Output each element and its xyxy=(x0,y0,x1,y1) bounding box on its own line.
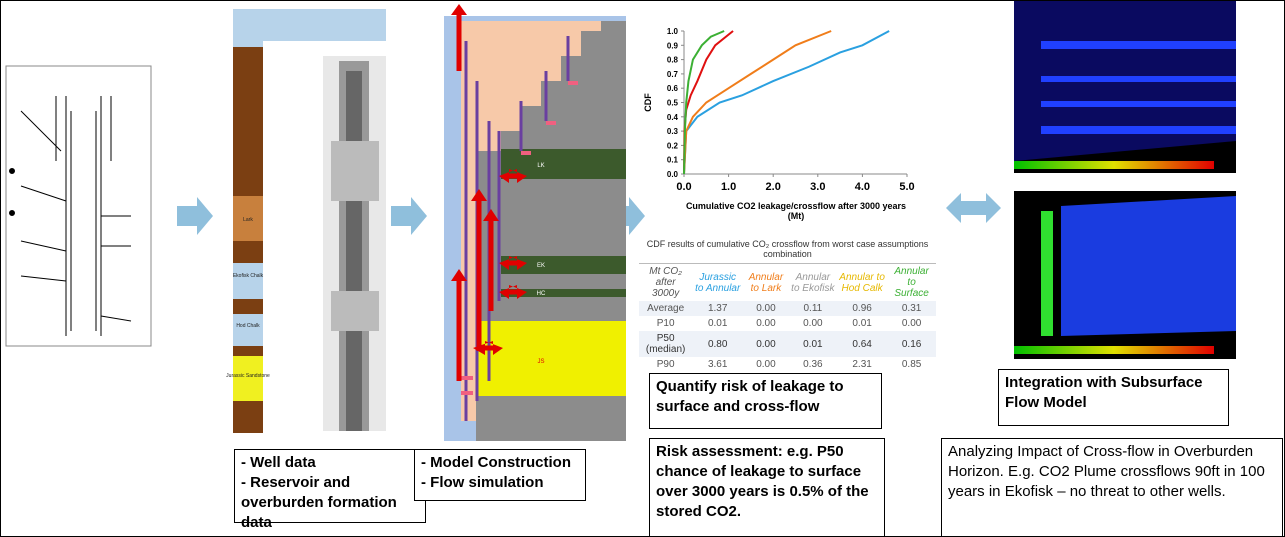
y-tick-label: 0.9 xyxy=(667,41,679,50)
table-cell: 0.01 xyxy=(789,331,837,357)
x-tick-label: 0.0 xyxy=(676,181,691,193)
cdf-line xyxy=(684,31,889,174)
box-line: - Model Construction xyxy=(421,453,579,473)
box-text: Risk assessment: e.g. P50 chance of leak… xyxy=(656,442,878,522)
table-cell: 0.00 xyxy=(789,316,837,331)
y-tick-label: 0.1 xyxy=(667,156,679,165)
text-box: Analyzing Impact of Cross-flow in Overbu… xyxy=(941,438,1283,537)
table-cell: 0.01 xyxy=(692,316,743,331)
box-text: Quantify risk of leakage to surface and … xyxy=(656,377,875,417)
x-axis-label: Cumulative CO2 leakage/crossflow after 3… xyxy=(686,201,906,221)
well-log xyxy=(233,9,386,433)
column-header: Jurassic to Annular xyxy=(692,264,743,301)
table-cell: 1.37 xyxy=(692,301,743,316)
slide: 0.0 0.1 0.2 0.3 0.4 0.5 0.6 0.7 0.8 0.9 1.0 0.0 1.0 2… xyxy=(0,0,1285,537)
table-cell: P50 (median) xyxy=(639,331,692,357)
y-tick-label: 1.0 xyxy=(667,27,679,36)
y-tick-label: 0.4 xyxy=(667,113,679,122)
table-cell: 0.00 xyxy=(743,357,789,372)
model-layer-label: HC xyxy=(537,291,546,297)
table-cell: 2.31 xyxy=(837,357,887,372)
text-box: Quantify risk of leakage to surface and … xyxy=(649,373,882,429)
text-box: - Well data - Reservoir and overburden f… xyxy=(234,449,426,523)
box-line: - Well data xyxy=(241,453,419,473)
cdf-line xyxy=(684,31,733,174)
table-cell: 3.61 xyxy=(692,357,743,372)
y-tick-label: 0.6 xyxy=(667,84,679,93)
table-cell: 0.00 xyxy=(887,316,936,331)
well-schematic xyxy=(6,66,151,346)
model-layer-label: EK xyxy=(537,263,545,269)
table-cell: 0.01 xyxy=(837,316,887,331)
cdf-table: CDF results of cumulative CO₂ crossflow … xyxy=(639,237,936,372)
x-tick-label: 1.0 xyxy=(721,181,736,193)
text-box: Risk assessment: e.g. P50 chance of leak… xyxy=(649,438,885,537)
box-text: Integration with Subsurface Flow Model xyxy=(1005,373,1222,413)
well-log-label: Ekofisk Chalk xyxy=(233,273,264,279)
y-tick-label: 0.3 xyxy=(667,127,679,136)
table-cell: P10 xyxy=(639,316,692,331)
model-layer-label: LK xyxy=(537,163,544,169)
x-tick-label: 4.0 xyxy=(855,181,870,193)
model-diagram xyxy=(444,4,626,441)
table-cell: Average xyxy=(639,301,692,316)
table-cell: 0.00 xyxy=(743,301,789,316)
table-cell: 0.00 xyxy=(743,331,789,357)
box-line: - Reservoir and overburden formation dat… xyxy=(241,473,419,533)
model-layer-label: JS xyxy=(537,359,544,365)
column-header: Annular to Surface xyxy=(887,264,936,301)
table-cell: 0.85 xyxy=(887,357,936,372)
table-cell: 0.96 xyxy=(837,301,887,316)
box-line: - Flow simulation xyxy=(421,473,579,493)
y-tick-label: 0.5 xyxy=(667,99,679,108)
x-tick-label: 2.0 xyxy=(766,181,781,193)
x-tick-label: 3.0 xyxy=(810,181,825,193)
column-header: Annular to Lark xyxy=(743,264,789,301)
y-tick-label: 0.0 xyxy=(667,170,679,179)
y-axis-label: CDF xyxy=(643,93,653,112)
table-cell: 0.36 xyxy=(789,357,837,372)
table-cell: P90 xyxy=(639,357,692,372)
y-tick-label: 0.8 xyxy=(667,56,679,65)
text-box: - Model Construction - Flow simulation xyxy=(414,449,586,501)
column-header: Annular to Hod Calk xyxy=(837,264,887,301)
box-text: Analyzing Impact of Cross-flow in Overbu… xyxy=(948,442,1276,502)
table-cell: 0.64 xyxy=(837,331,887,357)
table-cell: 0.11 xyxy=(789,301,837,316)
cdf-line xyxy=(684,31,831,174)
table-caption: CDF results of cumulative CO₂ crossflow … xyxy=(639,237,936,264)
well-log-label: Hod Chalk xyxy=(236,323,260,329)
text-box: Integration with Subsurface Flow Model xyxy=(998,369,1229,426)
cdf-chart: 0.0 0.1 0.2 0.3 0.4 0.5 0.6 0.7 0.8 0.9 1.0 0.0 1.0 2… xyxy=(643,27,915,221)
table-cell: 0.16 xyxy=(887,331,936,357)
table-cell: 0.00 xyxy=(743,316,789,331)
column-header: Mt CO₂ after 3000y xyxy=(639,264,692,301)
well-log-label: Lark xyxy=(243,217,253,223)
column-header: Annular to Ekofisk xyxy=(789,264,837,301)
y-tick-label: 0.2 xyxy=(667,141,679,150)
table-cell: 0.31 xyxy=(887,301,936,316)
y-tick-label: 0.7 xyxy=(667,70,679,79)
flow-model-views xyxy=(1014,1,1236,359)
table-cell: 0.80 xyxy=(692,331,743,357)
x-tick-label: 5.0 xyxy=(899,181,914,193)
well-log-label: Jurassic Sandstone xyxy=(226,373,270,379)
